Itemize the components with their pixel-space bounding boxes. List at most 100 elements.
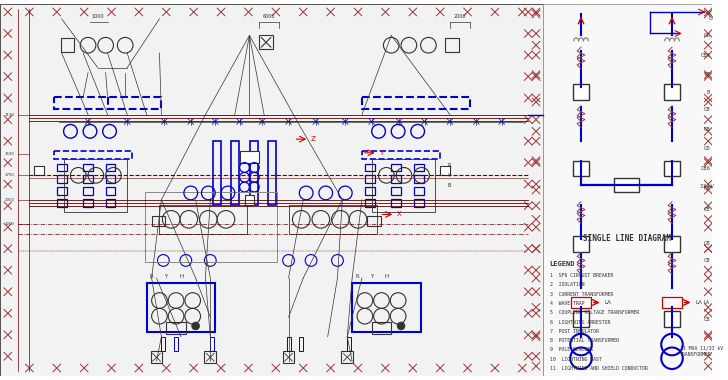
- Text: CB6: CB6: [700, 52, 710, 57]
- Text: R: R: [447, 163, 451, 168]
- Bar: [341, 352, 353, 363]
- Bar: [573, 161, 589, 176]
- Bar: [543, 4, 712, 376]
- Bar: [664, 236, 680, 252]
- Text: X: X: [397, 211, 402, 217]
- Bar: [231, 141, 239, 205]
- Bar: [440, 166, 450, 175]
- Text: 2000: 2000: [4, 198, 15, 202]
- Bar: [573, 84, 589, 100]
- Bar: [614, 178, 638, 192]
- Bar: [106, 175, 116, 183]
- Text: SINGLE LINE DIAGRAM: SINGLE LINE DIAGRAM: [583, 234, 671, 244]
- Text: 1530: 1530: [5, 152, 15, 156]
- Bar: [213, 141, 221, 205]
- Bar: [573, 311, 589, 327]
- Bar: [391, 175, 401, 183]
- Text: Z: Z: [311, 136, 316, 142]
- Text: 11  LIGHTNING AND SHIELD CONDUCTOR: 11 LIGHTNING AND SHIELD CONDUCTOR: [550, 366, 647, 371]
- Bar: [57, 163, 66, 171]
- Text: CB: CB: [703, 185, 710, 190]
- Text: 11 MVA 11/33 kV
TRANSFORMER: 11 MVA 11/33 kV TRANSFORMER: [680, 346, 723, 357]
- Bar: [299, 337, 304, 352]
- Text: G6: G6: [703, 33, 710, 38]
- Bar: [268, 141, 276, 205]
- Bar: [210, 337, 214, 352]
- Bar: [162, 337, 165, 352]
- Bar: [573, 236, 589, 252]
- Text: 1  SF6 CIRCUIT BREAKER: 1 SF6 CIRCUIT BREAKER: [550, 273, 613, 278]
- Text: 2  ISOLATION: 2 ISOLATION: [550, 282, 585, 287]
- Bar: [365, 175, 375, 183]
- Bar: [664, 311, 680, 327]
- Bar: [63, 159, 127, 212]
- Text: B: B: [707, 90, 710, 95]
- Bar: [174, 337, 178, 352]
- Text: 1750: 1750: [5, 173, 15, 177]
- Bar: [414, 187, 424, 195]
- Bar: [147, 283, 215, 332]
- Bar: [352, 283, 421, 332]
- Text: CB: CB: [703, 107, 710, 112]
- Text: U: U: [707, 11, 710, 16]
- Bar: [391, 199, 401, 207]
- Text: CB: CB: [703, 258, 710, 263]
- Text: H: H: [384, 274, 389, 279]
- Text: 5  COUPLING VOLTAGE TRANSFORMER: 5 COUPLING VOLTAGE TRANSFORMER: [550, 310, 639, 315]
- Text: 2250: 2250: [5, 222, 15, 226]
- Bar: [166, 322, 186, 334]
- Bar: [365, 187, 375, 195]
- Bar: [347, 337, 351, 352]
- Bar: [106, 199, 116, 207]
- Bar: [83, 199, 93, 207]
- Bar: [414, 175, 424, 183]
- Bar: [372, 322, 391, 334]
- Bar: [362, 151, 440, 159]
- Bar: [391, 163, 401, 171]
- Text: Y: Y: [370, 274, 373, 279]
- Text: CB: CB: [703, 317, 710, 321]
- Bar: [282, 352, 294, 363]
- Bar: [57, 199, 66, 207]
- Text: R: R: [150, 274, 154, 279]
- Text: LA: LA: [695, 300, 703, 305]
- Bar: [245, 195, 254, 205]
- Bar: [362, 97, 470, 109]
- Bar: [83, 187, 93, 195]
- Bar: [34, 166, 44, 175]
- Bar: [664, 161, 680, 176]
- Bar: [571, 297, 591, 308]
- Text: LA: LA: [704, 300, 710, 305]
- Bar: [287, 337, 290, 352]
- Text: 9  POLE FENCING: 9 POLE FENCING: [550, 347, 593, 353]
- Text: 6  LIGHTNING ARRESTOR: 6 LIGHTNING ARRESTOR: [550, 320, 610, 325]
- Text: 33 kV: 33 kV: [700, 184, 714, 189]
- Text: 8  POTENTIAL TRANSFORMER: 8 POTENTIAL TRANSFORMER: [550, 338, 619, 343]
- Bar: [240, 151, 259, 163]
- Circle shape: [191, 322, 199, 330]
- Text: R: R: [355, 274, 359, 279]
- Bar: [83, 163, 93, 171]
- Bar: [259, 35, 273, 49]
- Bar: [414, 199, 424, 207]
- Bar: [60, 38, 74, 52]
- Text: U: U: [708, 16, 712, 21]
- Bar: [57, 187, 66, 195]
- Bar: [288, 205, 376, 234]
- Bar: [250, 141, 258, 205]
- Bar: [54, 151, 132, 159]
- Bar: [664, 84, 680, 100]
- Text: PT: PT: [704, 72, 710, 77]
- Bar: [365, 163, 375, 171]
- Bar: [106, 163, 116, 171]
- Text: 1000: 1000: [92, 14, 104, 19]
- Bar: [151, 352, 162, 363]
- Bar: [151, 217, 165, 226]
- Bar: [365, 199, 375, 207]
- Bar: [367, 217, 381, 226]
- Text: CB: CB: [703, 241, 710, 246]
- Text: 7  POST INSULATOR: 7 POST INSULATOR: [550, 329, 598, 334]
- Text: B: B: [447, 183, 451, 188]
- Text: Y: Y: [379, 150, 384, 156]
- Text: LEGEND: LEGEND: [550, 261, 575, 268]
